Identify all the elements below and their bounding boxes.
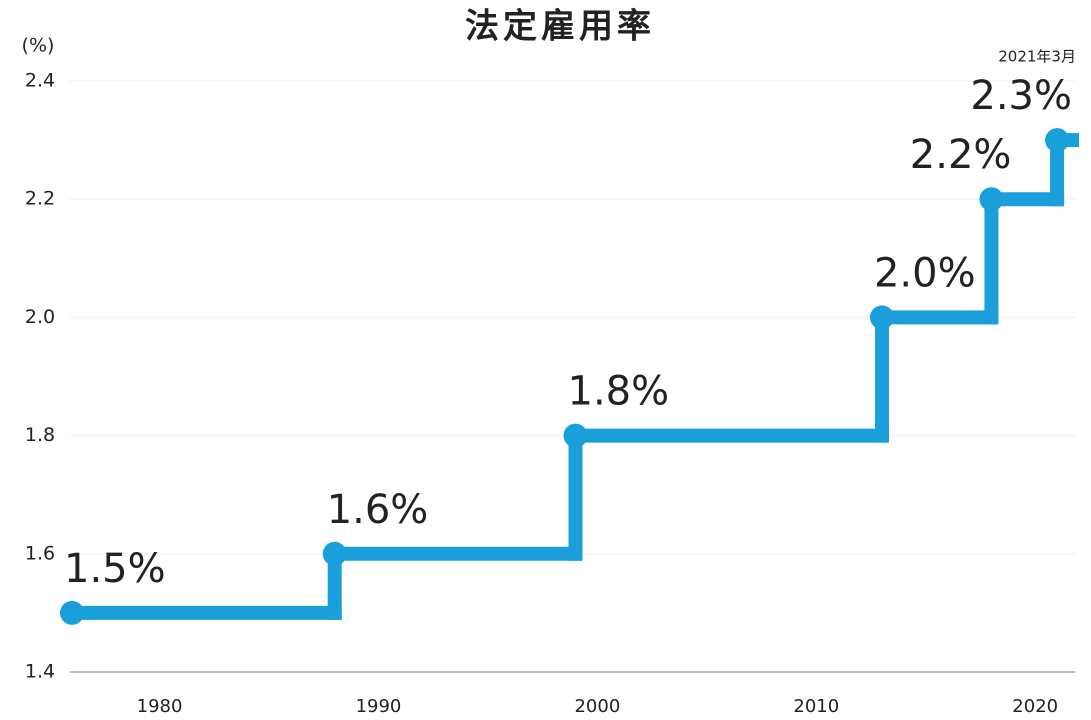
x-tick-label: 1990 (356, 696, 402, 717)
data-label: 2.0% (874, 250, 976, 296)
data-label: 2.3% (970, 73, 1072, 119)
y-tick-label: 1.6 (25, 542, 55, 564)
y-tick-label: 1.8 (25, 424, 55, 446)
y-axis-label: (%) (22, 35, 55, 57)
y-tick-label: 1.4 (25, 661, 55, 683)
x-tick-label: 1980 (137, 696, 183, 717)
data-point (1045, 128, 1070, 153)
x-tick-label: 2010 (793, 696, 839, 717)
annotation: 2021年3月 (998, 48, 1076, 66)
data-point (322, 541, 347, 566)
data-label: 1.8% (568, 369, 670, 415)
data-point (979, 187, 1004, 212)
data-label: 1.6% (327, 487, 429, 533)
data-label: 1.5% (64, 546, 166, 592)
chart-title: 法定雇用率 (465, 7, 655, 47)
y-tick-label: 2.0 (25, 306, 55, 328)
data-point (869, 305, 894, 330)
y-tick-label: 2.2 (25, 188, 55, 210)
data-point (563, 423, 588, 448)
data-label: 2.2% (910, 132, 1012, 178)
data-point (60, 600, 84, 625)
y-tick-label: 2.4 (25, 70, 55, 92)
x-tick-label: 2020 (1012, 696, 1058, 717)
x-tick-label: 2000 (574, 696, 620, 717)
